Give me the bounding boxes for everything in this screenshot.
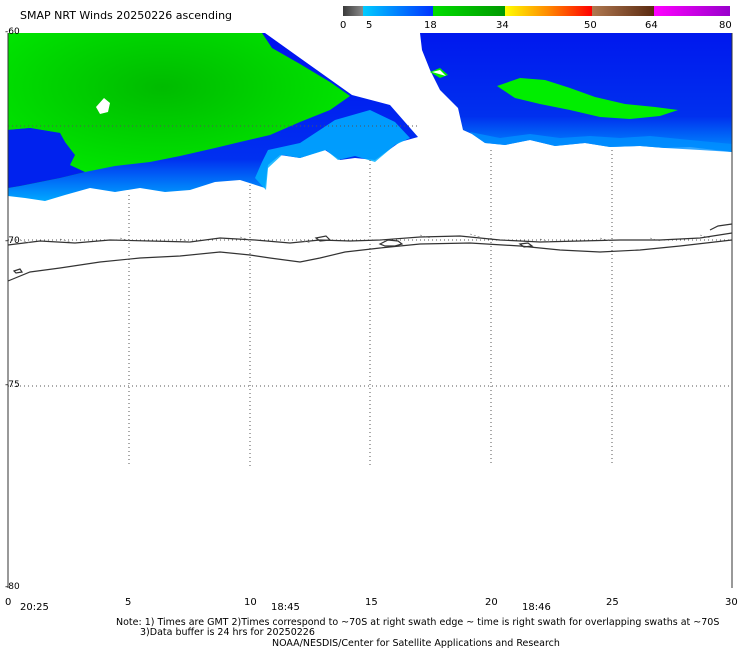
time-label-1: 20:25	[20, 602, 49, 613]
colorbar-tick-80: 80	[719, 20, 732, 31]
credit-line: NOAA/NESDIS/Center for Satellite Applica…	[272, 638, 560, 649]
lon-label-5: 5	[125, 597, 132, 608]
colorbar-segment-gale	[592, 6, 654, 16]
lon-label-10: 10	[244, 597, 257, 608]
lat-label-75: -75	[5, 380, 20, 390]
colorbar-tick-50: 50	[584, 20, 597, 31]
colorbar-segment-storm	[654, 6, 730, 16]
colorbar-segment-calm	[343, 6, 363, 16]
lon-label-20: 20	[485, 597, 498, 608]
colorbar-tick-34: 34	[496, 20, 509, 31]
colorbar-segment-moderate	[433, 6, 505, 16]
lon-label-0: 0	[5, 597, 12, 608]
footnote-line-1: Note: 1) Times are GMT 2)Times correspon…	[116, 617, 720, 628]
lat-label-60: -60	[5, 27, 20, 37]
lat-label-80: -80	[5, 582, 20, 592]
right-swath-green	[497, 78, 678, 119]
lon-label-30: 30	[725, 597, 738, 608]
map-title: SMAP NRT Winds 20250226 ascending	[20, 9, 233, 22]
left-swath-cyan	[255, 110, 410, 190]
lat-label-70: -70	[5, 236, 20, 246]
lon-label-25: 25	[606, 597, 619, 608]
lon-label-15: 15	[365, 597, 378, 608]
colorbar-tick-64: 64	[645, 20, 658, 31]
colorbar-segment-light	[363, 6, 433, 16]
left-swath-green	[8, 33, 350, 188]
colorbar-tick-5: 5	[366, 20, 373, 31]
colorbar-tick-18: 18	[424, 20, 437, 31]
footnote-line-2: 3)Data buffer is 24 hrs for 20250226	[140, 627, 315, 638]
plot-frame	[7, 33, 733, 588]
colorbar-tick-0: 0	[340, 20, 347, 31]
colorbar-segment-strong	[505, 6, 592, 16]
time-label-3: 18:46	[522, 602, 551, 613]
antarctic-coastline	[7, 223, 733, 282]
ice-shelf-hatching	[19, 233, 711, 244]
time-label-2: 18:45	[271, 602, 300, 613]
